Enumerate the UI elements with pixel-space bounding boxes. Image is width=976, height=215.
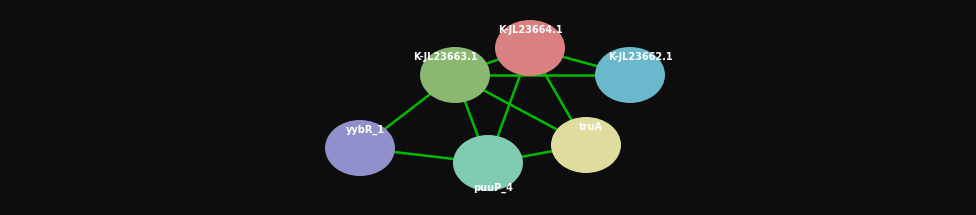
Ellipse shape [551,117,621,173]
Text: puuP_4: puuP_4 [473,183,513,193]
Text: K-JL23664.1: K-JL23664.1 [498,25,562,35]
Ellipse shape [420,47,490,103]
Text: K-JL23662.1: K-JL23662.1 [608,52,672,62]
Text: truA: truA [579,122,603,132]
Ellipse shape [453,135,523,191]
Ellipse shape [495,20,565,76]
Text: yybR_1: yybR_1 [346,125,385,135]
Text: K-JL23663.1: K-JL23663.1 [413,52,477,62]
Ellipse shape [595,47,665,103]
Ellipse shape [325,120,395,176]
